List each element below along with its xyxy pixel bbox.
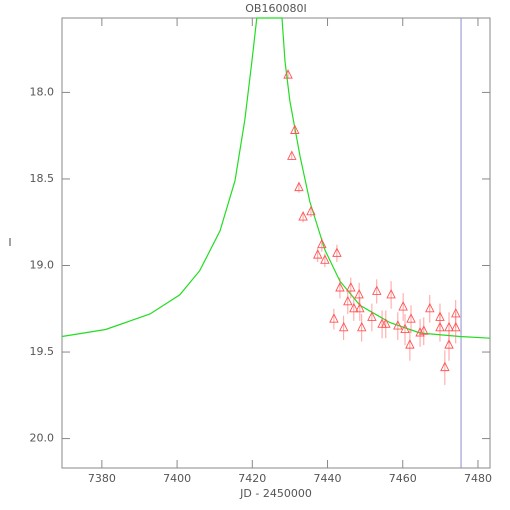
data-point [444, 339, 454, 349]
y-axis-label: I [8, 236, 11, 249]
data-point [393, 320, 403, 330]
data-point [354, 288, 364, 299]
data-point [435, 321, 445, 332]
y-tick-label: 19.0 [30, 259, 55, 272]
data-point [306, 205, 316, 216]
x-tick-label: 7480 [464, 472, 492, 485]
data-point [332, 247, 342, 257]
data-point [444, 321, 454, 332]
x-tick-label: 7460 [389, 472, 417, 485]
x-tick-label: 7420 [238, 472, 266, 485]
y-tick-label: 18.0 [30, 85, 55, 98]
data-point [451, 321, 461, 332]
data-point [419, 325, 429, 335]
data-point [406, 313, 416, 323]
data-point [386, 288, 396, 299]
data-point [283, 69, 293, 79]
data-point [343, 295, 353, 306]
data-point [357, 321, 367, 332]
data-point [425, 302, 435, 313]
data-point [338, 321, 349, 332]
data-point [372, 285, 382, 295]
y-tick-label: 20.0 [30, 432, 55, 445]
x-tick-label: 7380 [88, 472, 116, 485]
data-point [329, 313, 339, 323]
y-tick-label: 18.5 [30, 172, 55, 185]
data-point [355, 302, 365, 313]
data-point [400, 323, 410, 333]
data-point [290, 124, 300, 134]
data-point [367, 311, 377, 321]
plot-frame [61, 17, 491, 469]
x-axis-label: JD - 2450000 [239, 487, 312, 500]
data-point [346, 281, 356, 292]
data-point [287, 150, 297, 160]
data-point [381, 318, 391, 328]
data-point [294, 181, 304, 192]
chart-title: OB160080I [245, 2, 306, 15]
x-tick-label: 7440 [314, 472, 342, 485]
data-point [313, 249, 323, 259]
data-point [320, 254, 330, 264]
data-point [405, 339, 415, 349]
model-curve [61, 17, 491, 339]
data-point [335, 281, 345, 292]
data-point [398, 301, 408, 311]
x-tick-label: 7400 [163, 472, 191, 485]
data-point [317, 238, 327, 249]
data-point [298, 211, 308, 221]
data-point [349, 302, 359, 313]
y-tick-label: 19.5 [30, 345, 55, 358]
data-point [415, 326, 425, 337]
data-point [440, 361, 450, 372]
